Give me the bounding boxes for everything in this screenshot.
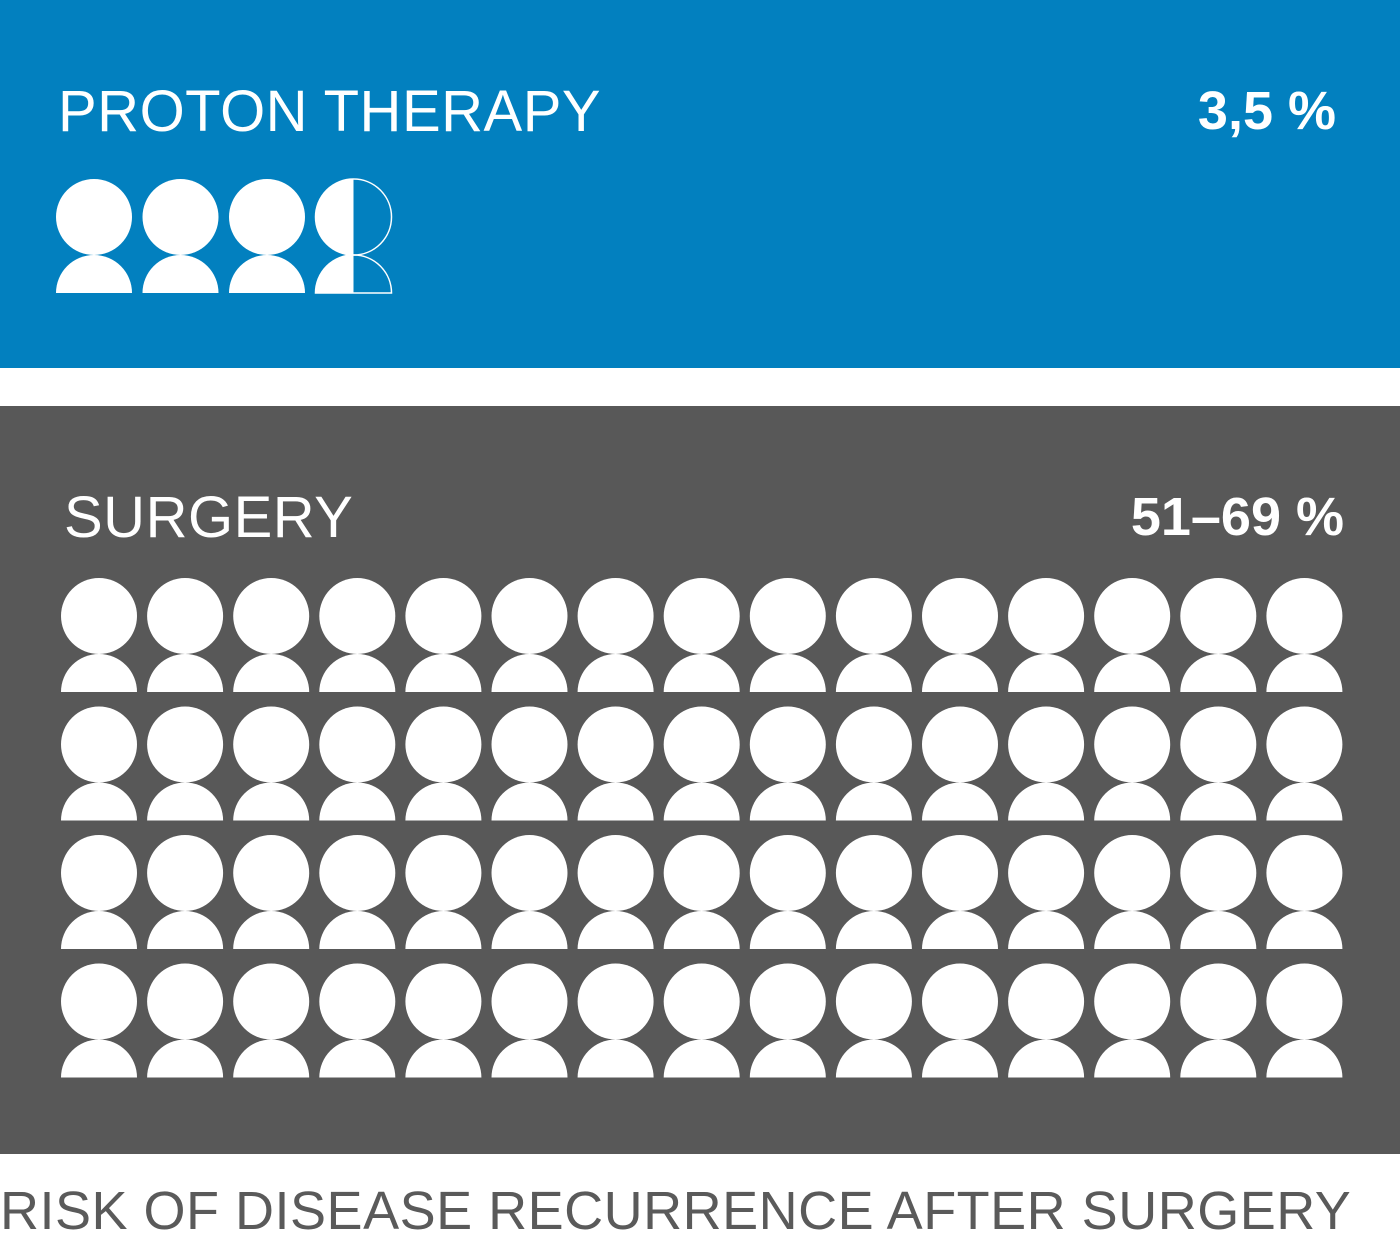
person-icon [61, 963, 137, 1078]
person-icon [1008, 706, 1085, 821]
person-icon [663, 835, 740, 949]
person-icon [1094, 835, 1171, 949]
person-icon [663, 706, 740, 821]
person-icon [1266, 578, 1343, 692]
person-icon [1008, 578, 1085, 692]
person-icon [663, 578, 740, 692]
person-icon [491, 963, 568, 1078]
person-icon [577, 963, 654, 1078]
person-icon [577, 835, 654, 949]
person-icon [61, 706, 137, 821]
person-icon [491, 706, 568, 821]
person-icon [663, 963, 740, 1078]
person-icon [1180, 706, 1257, 821]
proton-pictogram [56, 178, 393, 294]
person-icon [405, 706, 482, 821]
person-icon [147, 706, 224, 821]
person-icon [1266, 706, 1343, 821]
surgery-value: 51–69 % [1130, 487, 1344, 547]
person-icon [319, 706, 396, 821]
chart-caption: RISK OF DISEASE RECURRENCE AFTER SURGERY [0, 1181, 1352, 1241]
person-icon [61, 578, 137, 692]
proton-therapy-title: PROTON THERAPY [58, 79, 602, 144]
person-icon [142, 179, 219, 293]
person-icon [922, 578, 998, 692]
person-icon [1094, 578, 1171, 692]
person-icon [405, 835, 482, 949]
surgery-pictogram [61, 578, 1343, 1078]
person-icon [314, 178, 393, 294]
person-icon [1008, 835, 1085, 949]
person-icon [1266, 963, 1343, 1078]
person-icon [922, 706, 998, 821]
person-icon [835, 578, 912, 692]
proton-therapy-panel: PROTON THERAPY 3,5 % [0, 0, 1400, 368]
person-icon [1094, 706, 1171, 821]
person-icon [405, 578, 482, 692]
person-icon [835, 963, 912, 1078]
person-icon [1008, 963, 1085, 1078]
person-icon [56, 179, 132, 293]
person-icon [577, 706, 654, 821]
person-icon [233, 963, 310, 1078]
person-icon [749, 963, 826, 1078]
person-icon [233, 835, 310, 949]
person-icon [147, 963, 224, 1078]
person-icon [749, 706, 826, 821]
person-icon [319, 578, 396, 692]
person-icon [922, 835, 998, 949]
person-icon [1180, 835, 1257, 949]
person-icon [491, 578, 568, 692]
person-icon [233, 578, 310, 692]
surgery-title: SURGERY [64, 485, 354, 550]
person-icon [749, 578, 826, 692]
person-icon [1094, 963, 1171, 1078]
person-icon [229, 179, 305, 293]
person-icon [233, 706, 310, 821]
person-icon [1180, 963, 1257, 1078]
person-icon [61, 835, 137, 949]
person-icon [922, 963, 998, 1078]
person-icon [147, 578, 224, 692]
person-icon [319, 963, 396, 1078]
person-icon [749, 835, 826, 949]
proton-therapy-value: 3,5 % [1197, 81, 1336, 141]
person-icon [147, 835, 224, 949]
person-icon [1266, 835, 1343, 949]
person-icon [405, 963, 482, 1078]
person-icon [835, 835, 912, 949]
person-icon [1180, 578, 1257, 692]
person-icon [319, 835, 396, 949]
surgery-panel: SURGERY 51–69 % [0, 406, 1400, 1154]
person-icon [835, 706, 912, 821]
person-icon [491, 835, 568, 949]
person-icon [577, 578, 654, 692]
